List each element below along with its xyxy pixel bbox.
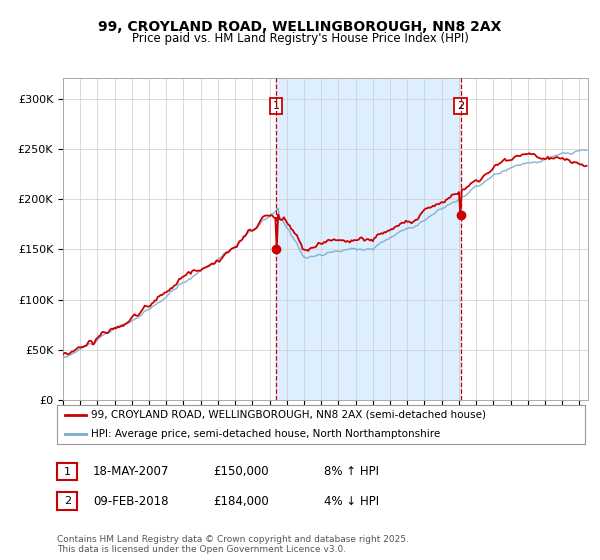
Text: Contains HM Land Registry data © Crown copyright and database right 2025.
This d: Contains HM Land Registry data © Crown c… <box>57 535 409 554</box>
Text: 1: 1 <box>272 101 280 111</box>
Text: 4% ↓ HPI: 4% ↓ HPI <box>324 494 379 508</box>
Text: HPI: Average price, semi-detached house, North Northamptonshire: HPI: Average price, semi-detached house,… <box>91 429 440 439</box>
Text: Price paid vs. HM Land Registry's House Price Index (HPI): Price paid vs. HM Land Registry's House … <box>131 32 469 45</box>
Text: £184,000: £184,000 <box>213 494 269 508</box>
Text: 18-MAY-2007: 18-MAY-2007 <box>93 465 169 478</box>
Text: 2: 2 <box>457 101 464 111</box>
Text: 1: 1 <box>64 466 71 477</box>
Text: 2: 2 <box>64 496 71 506</box>
Text: 09-FEB-2018: 09-FEB-2018 <box>93 494 169 508</box>
Text: £150,000: £150,000 <box>213 465 269 478</box>
Text: 99, CROYLAND ROAD, WELLINGBOROUGH, NN8 2AX (semi-detached house): 99, CROYLAND ROAD, WELLINGBOROUGH, NN8 2… <box>91 410 487 420</box>
Text: 99, CROYLAND ROAD, WELLINGBOROUGH, NN8 2AX: 99, CROYLAND ROAD, WELLINGBOROUGH, NN8 2… <box>98 20 502 34</box>
Bar <box>276 78 461 400</box>
Text: 8% ↑ HPI: 8% ↑ HPI <box>324 465 379 478</box>
